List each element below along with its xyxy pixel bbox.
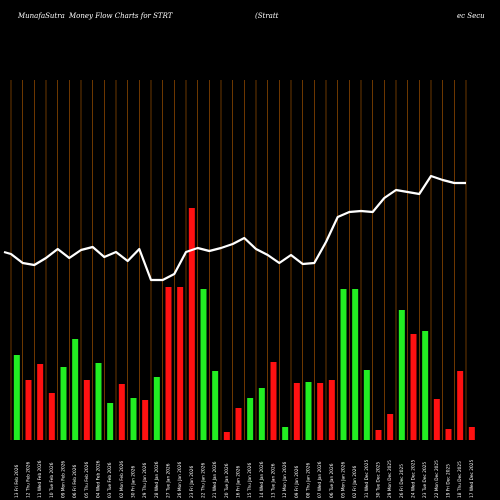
company-name-left: (Stratt bbox=[255, 12, 279, 20]
x-tick-label: 11 Wed Feb 2026 bbox=[37, 460, 43, 498]
money-flow-bar bbox=[223, 432, 230, 440]
money-flow-bar bbox=[433, 399, 440, 440]
money-flow-bar bbox=[60, 367, 67, 440]
x-axis-labels: 13 Fri Feb 2026 12 Thu Feb 2026 11 Wed Feb… bbox=[14, 460, 475, 498]
x-tick-label: 08 Thu Jan 2026 bbox=[306, 463, 312, 498]
x-tick-label: 21 Wed Jan 2026 bbox=[212, 461, 218, 498]
money-flow-bar bbox=[387, 414, 394, 440]
x-tick-label: 27 Tue Jan 2026 bbox=[166, 463, 172, 498]
money-flow-bar bbox=[212, 371, 219, 440]
money-flow-bar bbox=[375, 430, 382, 440]
money-flow-bar bbox=[398, 310, 405, 440]
x-tick-label: 06 Tue Jan 2026 bbox=[329, 463, 335, 498]
money-flow-bar bbox=[83, 380, 90, 440]
money-flow-bar bbox=[130, 398, 137, 440]
money-flow-bar bbox=[25, 380, 32, 440]
money-flow-bar bbox=[468, 427, 475, 440]
x-tick-label: 13 Fri Feb 2026 bbox=[14, 465, 20, 498]
x-tick-label: 15 Thu Jan 2026 bbox=[247, 463, 253, 498]
money-flow-bar bbox=[328, 380, 335, 440]
money-flow-bar bbox=[188, 208, 195, 440]
x-tick-label: 23 Tue Dec 2025 bbox=[422, 462, 428, 498]
x-tick-label: 29 Mon Dec 2025 bbox=[387, 460, 393, 498]
x-tick-label: 22 Thu Jan 2026 bbox=[201, 463, 207, 498]
x-tick-label: 26 Mon Jan 2026 bbox=[177, 462, 183, 498]
money-flow-bar bbox=[72, 339, 79, 440]
x-tick-label: 18 Thu Dec 2025 bbox=[457, 461, 463, 498]
x-tick-label: 26 Fri Dec 2025 bbox=[399, 464, 405, 498]
money-flow-bar bbox=[317, 383, 324, 440]
money-flow-bars bbox=[13, 208, 475, 440]
x-tick-label: 24 Wed Dec 2025 bbox=[411, 460, 417, 498]
x-tick-label: 09 Fri Jan 2026 bbox=[294, 465, 300, 498]
chart-title: Money Flow Charts for STRT bbox=[69, 12, 173, 20]
money-flow-bar bbox=[153, 377, 160, 440]
money-flow-bar bbox=[95, 363, 102, 440]
money-flow-bar bbox=[258, 388, 265, 440]
x-tick-label: 30 Tue Dec 2025 bbox=[376, 462, 382, 498]
x-tick-label: 05 Mon Jan 2026 bbox=[341, 462, 347, 498]
x-tick-label: 13 Tue Jan 2026 bbox=[271, 463, 277, 498]
x-tick-label: 04 Wed Feb 2026 bbox=[96, 460, 102, 498]
money-flow-bar bbox=[352, 289, 359, 440]
x-tick-label: 17 Wed Dec 2025 bbox=[469, 460, 475, 498]
x-tick-label: 31 Wed Dec 2025 bbox=[364, 460, 370, 498]
money-flow-bar bbox=[200, 289, 207, 440]
money-flow-bar bbox=[142, 400, 149, 440]
x-tick-label: 12 Thu Feb 2026 bbox=[26, 462, 32, 498]
gridlines bbox=[10, 80, 467, 440]
x-tick-label: 05 Thu Feb 2026 bbox=[84, 462, 90, 498]
x-tick-label: 20 Tue Jan 2026 bbox=[224, 463, 230, 498]
money-flow-bar bbox=[118, 384, 125, 440]
money-flow-line bbox=[3, 174, 466, 282]
money-flow-bar bbox=[177, 287, 184, 440]
chart-header: MunafaSutra Money Flow Charts for STRT (… bbox=[0, 12, 500, 26]
money-flow-bar bbox=[235, 408, 242, 440]
money-flow-bar bbox=[270, 362, 277, 440]
company-name-right: ec Secu bbox=[457, 12, 485, 20]
money-flow-bar bbox=[165, 287, 172, 440]
x-tick-label: 30 Fri Jan 2026 bbox=[131, 465, 137, 498]
x-tick-label: 28 Wed Jan 2026 bbox=[154, 461, 160, 498]
money-flow-bar bbox=[13, 355, 20, 440]
money-flow-bar bbox=[247, 398, 254, 440]
money-flow-bar bbox=[410, 334, 417, 440]
money-flow-bar bbox=[305, 382, 312, 440]
money-flow-bar bbox=[282, 427, 289, 440]
money-flow-bar bbox=[422, 331, 429, 440]
x-tick-label: 03 Tue Feb 2026 bbox=[107, 462, 113, 498]
x-tick-label: 10 Tue Feb 2026 bbox=[49, 462, 55, 498]
money-flow-bar bbox=[107, 403, 114, 440]
x-tick-label: 14 Wed Jan 2026 bbox=[259, 461, 265, 498]
money-flow-bar bbox=[340, 289, 347, 440]
x-tick-label: 07 Wed Jan 2026 bbox=[317, 461, 323, 498]
x-tick-label: 02 Mon Feb 2026 bbox=[119, 461, 125, 498]
x-tick-label: 19 Fri Dec 2025 bbox=[446, 464, 452, 498]
money-flow-bar bbox=[445, 429, 452, 440]
money-flow-bar bbox=[363, 370, 370, 440]
x-tick-label: 23 Fri Jan 2026 bbox=[189, 465, 195, 498]
money-flow-bar bbox=[457, 371, 464, 440]
money-flow-bar bbox=[48, 393, 55, 440]
x-tick-label: 16 Fri Jan 2026 bbox=[236, 465, 242, 498]
x-tick-label: 09 Mon Feb 2026 bbox=[61, 461, 67, 498]
x-tick-label: 29 Thu Jan 2026 bbox=[142, 463, 148, 498]
x-tick-label: 06 Fri Feb 2026 bbox=[72, 465, 78, 498]
x-tick-label: 02 Fri Jan 2026 bbox=[352, 465, 358, 498]
x-tick-label: 12 Mon Jan 2026 bbox=[282, 462, 288, 498]
x-tick-label: 22 Mon Dec 2025 bbox=[434, 460, 440, 498]
money-flow-bar bbox=[37, 364, 44, 440]
money-flow-bar bbox=[293, 383, 300, 440]
site-name: MunafaSutra bbox=[18, 12, 65, 20]
